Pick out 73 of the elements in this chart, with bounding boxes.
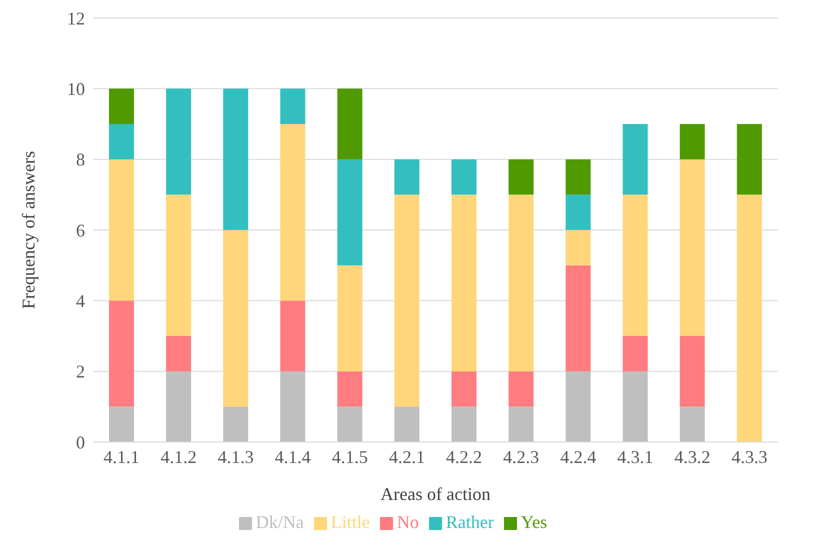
bar: [566, 265, 591, 372]
x-tick-label: 4.1.2: [160, 446, 197, 467]
bar: [451, 159, 476, 195]
y-tick-label: 0: [76, 432, 85, 452]
x-tick-label: 4.3.1: [617, 446, 654, 467]
bar: [451, 194, 476, 372]
bar: [394, 194, 420, 407]
bar: [280, 300, 306, 372]
bar: [166, 336, 192, 372]
bar: [566, 194, 591, 230]
bar: [680, 406, 705, 442]
x-tick-label: 4.3.3: [731, 446, 768, 467]
bar: [280, 371, 306, 442]
legend-label: No: [396, 512, 419, 532]
bar: [337, 159, 362, 266]
bar: [108, 159, 134, 301]
y-tick-label: 8: [76, 150, 85, 170]
bar: [337, 406, 362, 442]
bar: [622, 371, 648, 442]
bar: [280, 88, 306, 124]
x-tick-label: 4.2.2: [446, 446, 482, 467]
bar: [680, 124, 705, 160]
legend-label: Rather: [446, 512, 494, 532]
bar: [680, 159, 705, 336]
bar: [337, 265, 362, 372]
y-tick-label: 2: [76, 362, 85, 382]
bar: [223, 88, 248, 230]
y-tick-label: 12: [67, 8, 85, 28]
bar: [680, 336, 705, 407]
bar: [108, 406, 134, 442]
bar: [622, 124, 648, 195]
bar: [508, 194, 534, 372]
bar: [337, 88, 362, 160]
bar: [622, 194, 648, 336]
bar: [566, 230, 591, 266]
bar: [508, 371, 534, 407]
bar: [108, 300, 134, 407]
bar: [622, 336, 648, 372]
bar: [566, 159, 591, 195]
bar: [451, 406, 476, 442]
x-tick-label: 4.1.4: [274, 446, 311, 467]
bar: [736, 124, 762, 195]
bar: [337, 371, 362, 407]
y-tick-label: 6: [76, 220, 85, 240]
bar: [108, 124, 134, 160]
legend-label: Yes: [520, 512, 548, 532]
bar: [108, 88, 134, 124]
bar: [566, 371, 591, 442]
legend-label: Little: [330, 512, 370, 532]
x-tick-label: 4.1.1: [104, 446, 140, 467]
y-axis-title: Frequency of answers: [18, 151, 38, 309]
legend-label: Dk/Na: [256, 512, 304, 532]
bar: [451, 371, 476, 407]
x-tick-label: 4.2.4: [560, 446, 596, 467]
bar: [508, 159, 534, 195]
x-tick-label: 4.2.1: [388, 446, 425, 467]
bar: [223, 230, 248, 407]
bar: [736, 194, 762, 442]
y-tick-label: 4: [76, 291, 85, 312]
y-tick-label: 10: [67, 79, 85, 100]
x-axis-title: Areas of action: [380, 484, 490, 504]
bar: [394, 159, 420, 195]
x-tick-label: 4.3.2: [674, 446, 710, 467]
x-tick-label: 4.1.3: [218, 446, 254, 467]
bar: [223, 406, 248, 442]
bar: [166, 194, 192, 336]
x-tick-label: 4.2.3: [503, 446, 540, 467]
x-tick-label: 4.1.5: [332, 446, 368, 467]
bar: [166, 371, 192, 442]
bar: [508, 406, 534, 442]
bar: [166, 88, 192, 195]
bar: [394, 406, 420, 442]
bar: [280, 124, 306, 301]
